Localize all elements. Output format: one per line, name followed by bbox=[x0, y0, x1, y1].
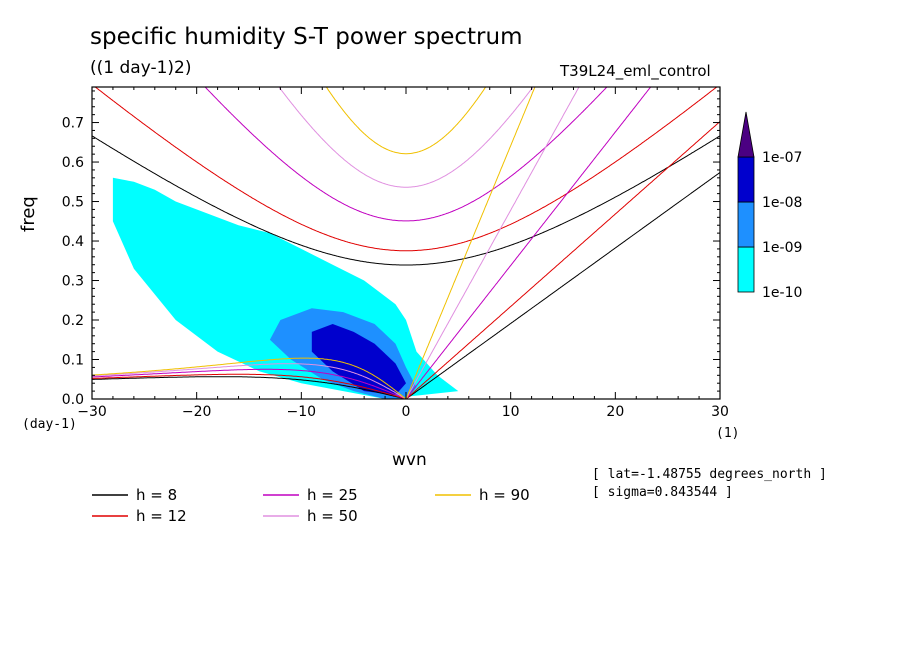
y-tick-label: 0.3 bbox=[62, 274, 84, 290]
y-tick-label: 0.6 bbox=[62, 155, 84, 171]
legend-label: h = 12 bbox=[136, 507, 187, 525]
latitude-info: [ lat=-1.48755 degrees_north ] bbox=[592, 467, 827, 482]
x-tick-label: 30 bbox=[711, 404, 729, 420]
gravity-wave-curve-h90 bbox=[325, 87, 487, 155]
x-tick-label: −10 bbox=[287, 404, 317, 420]
chart-title: specific humidity S-T power spectrum bbox=[90, 24, 523, 50]
rossby-curve-h25 bbox=[92, 368, 406, 399]
power-region-0 bbox=[112, 177, 459, 399]
rossby-curve-h90 bbox=[92, 357, 406, 399]
run-label: T39L24_eml_control bbox=[560, 62, 711, 80]
x-unit-label: (1) bbox=[716, 426, 740, 441]
legend-label: h = 50 bbox=[307, 507, 358, 525]
colorbar-segment-1 bbox=[737, 201, 755, 248]
legend-label: h = 8 bbox=[136, 486, 177, 504]
gravity-wave-curve-h25 bbox=[204, 87, 608, 222]
colorbar-label: 1e-10 bbox=[762, 285, 802, 301]
rossby-curve-h50 bbox=[92, 363, 406, 399]
kelvin-curve-h8 bbox=[405, 172, 720, 399]
gravity-wave-curve-h8 bbox=[92, 135, 720, 266]
y-unit-label: (day-1) bbox=[22, 417, 77, 432]
kelvin-curve-h25 bbox=[405, 87, 652, 399]
colorbar-label: 1e-08 bbox=[762, 195, 802, 211]
units-label: ((1 day-1)2) bbox=[90, 58, 192, 78]
legend-label: h = 90 bbox=[479, 486, 530, 504]
x-tick-label: 10 bbox=[502, 404, 520, 420]
y-tick-label: 0.1 bbox=[62, 353, 84, 369]
kelvin-curve-h90 bbox=[405, 87, 536, 399]
rossby-curve-h12 bbox=[92, 373, 406, 399]
colorbar-segment-2 bbox=[737, 156, 755, 203]
x-tick-label: −20 bbox=[182, 404, 212, 420]
kelvin-curve-h50 bbox=[405, 87, 580, 399]
colorbar-label: 1e-07 bbox=[762, 150, 802, 166]
y-tick-label: 0.7 bbox=[62, 116, 84, 132]
y-tick-label: 0.4 bbox=[62, 234, 84, 250]
x-tick-label: −30 bbox=[77, 404, 107, 420]
y-tick-label: 0.5 bbox=[62, 195, 84, 211]
power-region-2 bbox=[311, 324, 406, 396]
colorbar-segment-0 bbox=[737, 246, 755, 293]
y-tick-label: 0.2 bbox=[62, 313, 84, 329]
kelvin-curve-h12 bbox=[405, 121, 720, 399]
rossby-curve-h8 bbox=[92, 376, 406, 399]
y-tick-label: 0.0 bbox=[62, 392, 84, 408]
x-tick-label: 20 bbox=[606, 404, 624, 420]
gravity-wave-curve-h12 bbox=[94, 87, 718, 252]
colorbar-label: 1e-09 bbox=[762, 240, 802, 256]
legend-label: h = 25 bbox=[307, 486, 358, 504]
sigma-info: [ sigma=0.843544 ] bbox=[592, 485, 733, 500]
gravity-wave-curve-h50 bbox=[278, 87, 534, 188]
x-tick-label: 0 bbox=[402, 404, 411, 420]
x-axis-label: wvn bbox=[392, 450, 427, 470]
colorbar-extend-triangle bbox=[737, 111, 755, 158]
